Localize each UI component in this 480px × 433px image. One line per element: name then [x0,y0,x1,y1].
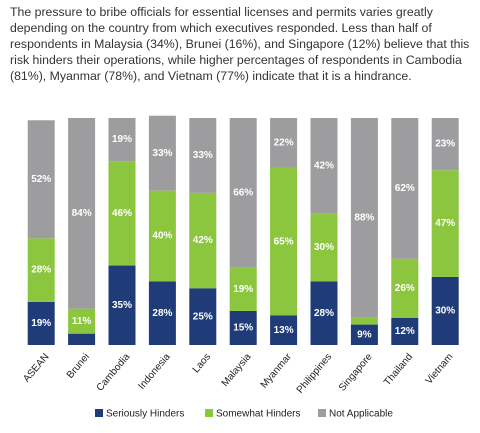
value-label: 28% [152,308,172,319]
bar-segment [310,118,338,214]
bar-segment [391,118,419,259]
x-tick-label: ASEAN [21,352,51,385]
bar-segment [270,315,298,345]
value-label: 62% [395,183,415,194]
bar-segment [27,238,55,302]
value-label: 30% [435,306,455,317]
value-label: 40% [152,231,172,242]
value-label: 28% [314,308,334,319]
bar-segment [68,308,96,334]
bar-segment [391,258,419,318]
bar-segment [189,288,217,345]
value-label: 35% [112,300,132,311]
bar-segment [310,213,338,282]
value-label: 65% [274,236,294,247]
bar-segment [350,317,378,325]
value-label: 13% [274,325,294,336]
bar-segment [148,190,176,282]
value-label: 46% [112,208,132,219]
bar-segment [27,120,55,239]
x-tick-label: Thailand [382,352,415,388]
description: The pressure to bribe officials for esse… [10,5,470,83]
x-tick-label: Vietnam [424,352,456,387]
x-tick-label: Brunei [65,352,92,381]
legend-label: Not Applicable [329,409,393,420]
value-label: 11% [72,316,92,327]
bar-segment [350,118,378,318]
bar-segment [270,167,298,316]
value-label: 19% [31,318,51,329]
x-tick-label: Indonesia [136,351,173,392]
value-label: 47% [435,218,455,229]
bar-segment [310,281,338,345]
bar-segment [229,310,257,345]
bar-segment [108,161,136,266]
value-label: 19% [112,134,132,145]
legend-label: Somewhat Hinders [216,409,300,420]
bar-segment [148,115,176,191]
value-label: 30% [314,242,334,253]
value-label: 22% [274,138,294,149]
bar-segment [229,267,257,311]
bar-segment [27,301,55,345]
value-label: 52% [31,174,51,185]
x-tick-label: Myanmar [259,351,295,391]
value-label: 42% [314,160,334,171]
value-label: 23% [435,139,455,150]
bar-segment [68,333,96,345]
bar-segment [108,265,136,345]
legend-swatch [205,409,213,417]
bar-segment [148,281,176,345]
value-label: 12% [395,326,415,337]
bar-segment [391,317,419,345]
value-label: 15% [233,323,253,334]
x-tick-label: Malaysia [220,351,254,389]
legend-label: Seriously Hinders [106,409,184,420]
bar-segment [350,324,378,345]
value-label: 19% [233,284,253,295]
bar-segment [431,276,459,345]
value-label: 84% [72,208,92,219]
bar-segment [68,118,96,309]
bar-segment [108,118,136,162]
x-tick-label: Laos [191,352,213,376]
x-tick-label: Philippines [295,352,335,396]
value-label: 26% [395,283,415,294]
legend-swatch [95,409,103,417]
bar-segment [189,192,217,289]
value-label: 9% [357,329,372,340]
value-label: 28% [31,265,51,276]
x-tick-label: Singapore [337,351,375,393]
bar-segment [431,170,459,277]
value-label: 66% [233,188,253,199]
x-tick-label: Cambodia [95,351,133,393]
legend-swatch [318,409,326,417]
bar-segment [431,118,459,171]
value-label: 88% [354,213,374,224]
bar-segment [189,118,217,193]
value-label: 42% [193,235,213,246]
value-label: 33% [152,148,172,159]
value-label: 25% [193,311,213,322]
bar-segment [270,118,298,168]
bar-segment [229,118,257,268]
value-label: 33% [193,150,213,161]
